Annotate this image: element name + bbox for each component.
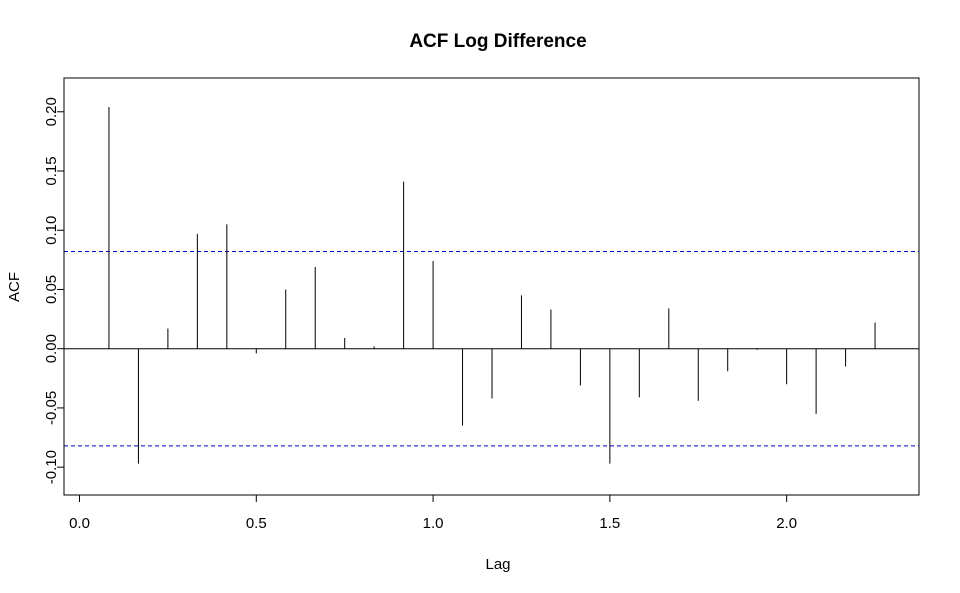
chart-title: ACF Log Difference — [409, 31, 586, 52]
y-tick-label: -0.10 — [43, 450, 60, 484]
y-axis-label: ACF — [6, 272, 23, 302]
x-tick-label: 0.0 — [69, 515, 90, 532]
x-tick-label: 0.5 — [246, 515, 267, 532]
x-tick-label: 2.0 — [776, 515, 797, 532]
y-tick-label: 0.05 — [43, 275, 60, 304]
y-axis: -0.10 -0.05 0.00 0.05 0.10 0.15 0.20 — [43, 97, 65, 484]
y-tick-label: 0.00 — [43, 334, 60, 363]
y-tick-label: 0.20 — [43, 97, 60, 126]
y-tick-label: 0.10 — [43, 216, 60, 245]
plot-frame — [63, 77, 920, 496]
x-tick-label: 1.0 — [423, 515, 444, 532]
x-tick-label: 1.5 — [599, 515, 620, 532]
y-tick-label: 0.15 — [43, 156, 60, 185]
y-tick-label: -0.05 — [43, 391, 60, 425]
x-axis-label: Lag — [485, 556, 510, 573]
x-axis: 0.0 0.5 1.0 1.5 2.0 — [69, 494, 797, 532]
